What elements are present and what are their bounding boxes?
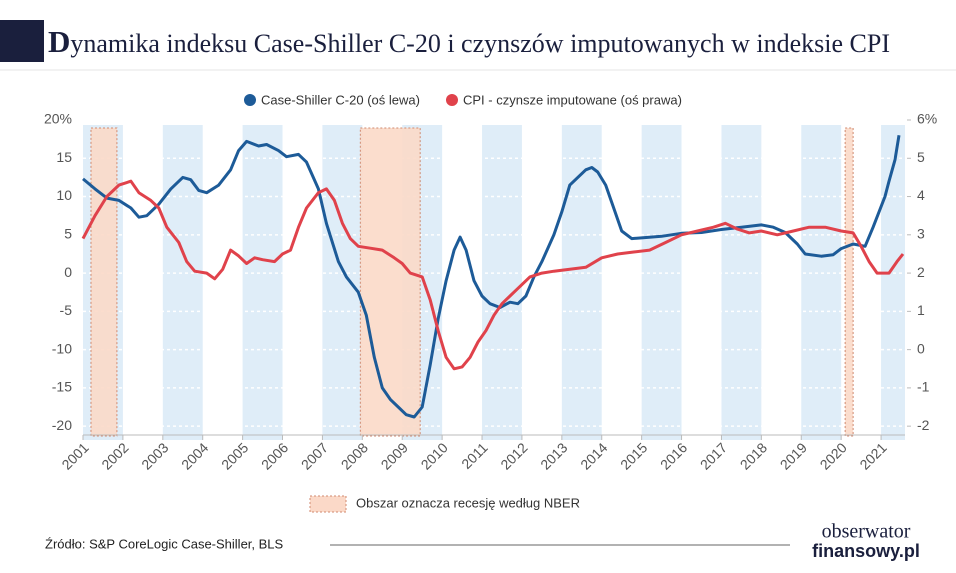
y2-tick-label: 6% xyxy=(917,111,937,127)
recession xyxy=(844,127,854,437)
x-tick-label: 2002 xyxy=(98,439,131,472)
x-tick-label: 2011 xyxy=(458,439,491,472)
legend-label: CPI - czynsze imputowane (oś prawa) xyxy=(463,92,682,107)
x-tick-label: 2016 xyxy=(657,439,690,472)
year-band xyxy=(482,125,522,440)
chart-title: Dynamika indeksu Case-Shiller C-20 i czy… xyxy=(48,24,890,59)
y2-tick-label: 2 xyxy=(917,264,925,280)
year-band xyxy=(801,125,842,440)
x-tick-label: 2019 xyxy=(777,439,810,472)
year-band xyxy=(322,125,363,440)
y2-tick-label: -2 xyxy=(917,417,930,433)
x-tick-label: 2021 xyxy=(856,439,889,472)
y-tick-label: 20% xyxy=(44,111,72,127)
recession xyxy=(359,127,421,437)
legend-marker xyxy=(244,94,256,106)
y2-tick-label: -1 xyxy=(917,379,930,395)
y-tick-label: -15 xyxy=(52,379,72,395)
year-band xyxy=(641,125,682,440)
x-tick-label: 2007 xyxy=(298,439,331,472)
year-band xyxy=(881,125,905,440)
x-tick-label: 2017 xyxy=(697,439,730,472)
x-tick-label: 2012 xyxy=(497,439,530,472)
year-band xyxy=(721,125,762,440)
y2-tick-label: 5 xyxy=(917,149,925,165)
source: Źródło: S&P CoreLogic Case-Shiller, BLS xyxy=(45,536,284,551)
y2-tick-label: 3 xyxy=(917,226,925,242)
x-tick-label: 2020 xyxy=(817,439,850,472)
x-tick-label: 2001 xyxy=(58,439,91,472)
x-tick-label: 2015 xyxy=(617,439,650,472)
series-line xyxy=(82,135,901,419)
x-tick-label: 2009 xyxy=(378,439,411,472)
logo-top: obserwator xyxy=(822,521,911,543)
y-tick-label: 15 xyxy=(56,149,72,165)
recession-legend-swatch xyxy=(309,495,347,513)
y-tick-label: 0 xyxy=(64,264,72,280)
x-tick-label: 2003 xyxy=(138,439,171,472)
y-tick-label: -10 xyxy=(52,340,72,356)
x-tick-label: 2004 xyxy=(178,439,211,472)
recession-legend-label: Obszar oznacza recesję według NBER xyxy=(356,495,580,510)
x-tick-label: 2014 xyxy=(577,439,610,472)
series-line xyxy=(81,179,905,371)
y2-tick-label: 0 xyxy=(917,340,925,356)
legend-label: Case-Shiller C-20 (oś lewa) xyxy=(261,92,420,107)
x-tick-label: 2005 xyxy=(218,439,251,472)
legend-marker xyxy=(446,94,458,106)
year-band xyxy=(162,125,203,440)
y-tick-label: 5 xyxy=(64,226,72,242)
x-tick-label: 2006 xyxy=(258,439,291,472)
logo-bottom: finansowy.pl xyxy=(812,541,920,561)
y-tick-label: -20 xyxy=(52,417,72,433)
year-band xyxy=(242,125,283,440)
title-bar xyxy=(0,20,44,62)
y2-tick-label: 1 xyxy=(917,302,925,318)
x-tick-label: 2008 xyxy=(338,439,371,472)
recession xyxy=(90,127,118,437)
y-tick-label: -5 xyxy=(60,302,73,318)
y-tick-label: 10 xyxy=(56,187,72,203)
x-tick-label: 2018 xyxy=(737,439,770,472)
y2-tick-label: 4 xyxy=(917,187,925,203)
x-tick-label: 2013 xyxy=(537,439,570,472)
x-tick-label: 2010 xyxy=(418,439,451,472)
